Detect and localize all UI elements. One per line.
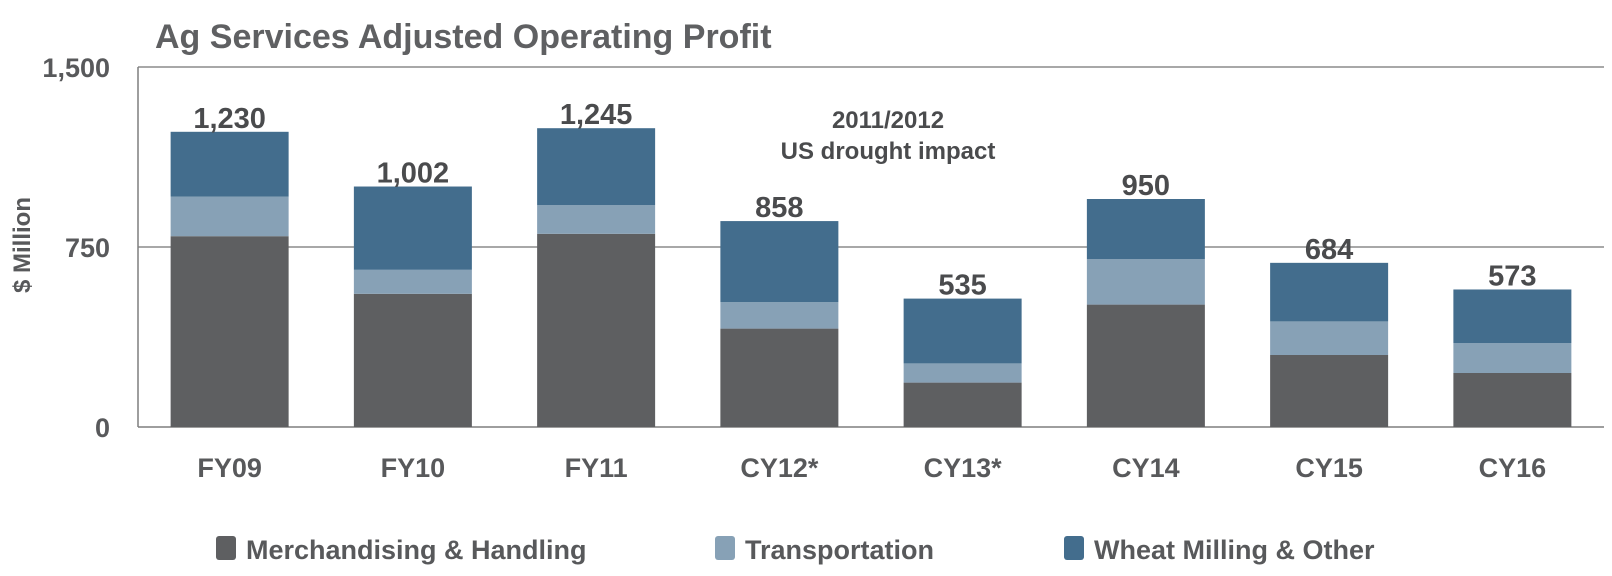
x-tick-label: CY15	[1295, 453, 1363, 483]
legend-label-merchandising: Merchandising & Handling	[246, 535, 587, 565]
x-axis-ticks: FY09 FY10 FY11 CY12* CY13* CY14 CY15 CY16	[197, 453, 1546, 483]
bar-segment-merchandising-fy11	[537, 233, 656, 427]
bar-segment-transportation-cy12	[720, 302, 839, 329]
annotation-line-2: US drought impact	[781, 138, 996, 165]
bar-segment-wheat-cy15	[1270, 262, 1389, 322]
bar-segment-wheat-fy10	[353, 186, 472, 270]
x-tick-label: CY16	[1479, 453, 1547, 483]
total-label: 858	[755, 192, 803, 224]
total-labels: 1,230 1,002 1,245 858 535 950 684 573	[193, 99, 1536, 301]
legend-swatch-wheat	[1064, 536, 1084, 560]
bar-segment-transportation-cy13	[903, 363, 1022, 383]
total-label: 684	[1305, 234, 1353, 266]
x-tick-label: CY14	[1112, 453, 1180, 483]
bar-segment-wheat-fy11	[537, 128, 656, 205]
legend-swatch-transportation	[715, 536, 735, 560]
bar-segment-merchandising-fy10	[353, 293, 472, 427]
bar-segment-transportation-fy09	[170, 196, 289, 237]
y-axis-ticks: 0 750 1,500	[42, 53, 110, 443]
total-label: 950	[1122, 170, 1170, 202]
x-tick-label: FY10	[381, 453, 446, 483]
legend: Merchandising & Handling Transportation Wh…	[216, 535, 1375, 565]
legend-swatch-merchandising	[216, 536, 236, 560]
bar-segment-wheat-cy13	[903, 298, 1022, 364]
bar-segment-merchandising-cy14	[1086, 304, 1205, 427]
annotation: 2011/2012 US drought impact	[781, 107, 996, 165]
x-tick-label: CY12*	[740, 453, 819, 483]
bar-segment-merchandising-cy15	[1270, 355, 1389, 427]
bar-segment-wheat-cy14	[1086, 199, 1205, 259]
y-tick-label: 750	[65, 233, 110, 263]
y-tick-label: 1,500	[42, 53, 110, 83]
y-axis-label: $ Million	[9, 197, 36, 293]
bar-segment-transportation-fy10	[353, 269, 472, 294]
y-tick-label: 0	[95, 413, 110, 443]
total-label: 1,230	[193, 103, 266, 135]
total-label: 573	[1488, 260, 1536, 292]
bar-segment-wheat-fy09	[170, 131, 289, 197]
bar-segment-transportation-cy14	[1086, 259, 1205, 305]
bar-segment-transportation-cy15	[1270, 321, 1389, 355]
total-label: 1,245	[560, 99, 633, 131]
total-label: 1,002	[377, 158, 450, 190]
chart-title: Ag Services Adjusted Operating Profit	[155, 18, 772, 56]
bar-segment-merchandising-cy12	[720, 328, 839, 427]
bar-segment-transportation-cy16	[1453, 343, 1572, 373]
total-label: 535	[938, 270, 986, 302]
bar-segment-merchandising-cy13	[903, 382, 1022, 427]
x-tick-label: FY11	[565, 453, 628, 483]
bar-segment-merchandising-fy09	[170, 236, 289, 427]
annotation-line-1: 2011/2012	[832, 107, 944, 134]
bar-segment-merchandising-cy16	[1453, 373, 1572, 427]
x-tick-label: FY09	[197, 453, 262, 483]
bar-segment-wheat-cy12	[720, 221, 839, 303]
x-tick-label: CY13*	[924, 453, 1003, 483]
bar-segment-transportation-fy11	[537, 205, 656, 234]
legend-label-wheat: Wheat Milling & Other	[1094, 535, 1375, 565]
bar-segment-wheat-cy16	[1453, 289, 1572, 343]
bars	[170, 128, 1572, 427]
legend-label-transportation: Transportation	[745, 535, 934, 565]
